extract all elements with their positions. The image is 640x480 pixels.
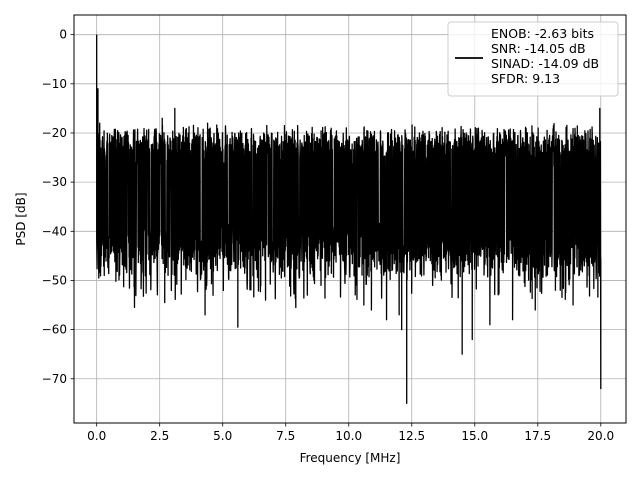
- x-tick-label: 0.0: [87, 429, 106, 443]
- x-tick-label: 12.5: [398, 429, 425, 443]
- x-tick-label: 10.0: [335, 429, 362, 443]
- x-tick-label: 17.5: [524, 429, 551, 443]
- legend-box: [447, 21, 619, 97]
- y-axis-label: PSD [dB]: [14, 192, 28, 245]
- y-tick-label: −20: [42, 126, 67, 140]
- y-tick-label: −10: [42, 77, 67, 91]
- y-tick-label: −30: [42, 175, 67, 189]
- y-tick-label: 0: [59, 28, 67, 42]
- series-layer: [96, 34, 602, 404]
- psd-series-line: [96, 34, 602, 404]
- legend-entry-sinad: SINAD: -14.09 dB: [491, 56, 599, 71]
- x-tick-label: 15.0: [461, 429, 488, 443]
- legend-entry-enob: ENOB: -2.63 bits: [491, 26, 594, 41]
- y-ticks: 0 −10 −20 −30 −40 −50 −60 −70: [42, 28, 74, 386]
- x-ticks: 0.0 2.5 5.0 7.5 10.0 12.5 15.0 17.5 20.0: [87, 423, 614, 443]
- legend: ENOB: -2.63 bits SNR: -14.05 dB SINAD: -…: [447, 21, 619, 97]
- y-tick-label: −50: [42, 273, 67, 287]
- x-tick-label: 7.5: [276, 429, 295, 443]
- x-tick-label: 5.0: [213, 429, 232, 443]
- legend-entry-sfdr: SFDR: 9.13: [491, 71, 560, 86]
- y-tick-label: −70: [42, 372, 67, 386]
- x-axis-label: Frequency [MHz]: [300, 451, 401, 465]
- y-tick-label: −40: [42, 224, 67, 238]
- legend-entry-snr: SNR: -14.05 dB: [491, 41, 586, 56]
- x-tick-label: 2.5: [150, 429, 169, 443]
- plot-frame: [73, 14, 627, 424]
- x-tick-label: 20.0: [587, 429, 614, 443]
- y-tick-label: −60: [42, 323, 67, 337]
